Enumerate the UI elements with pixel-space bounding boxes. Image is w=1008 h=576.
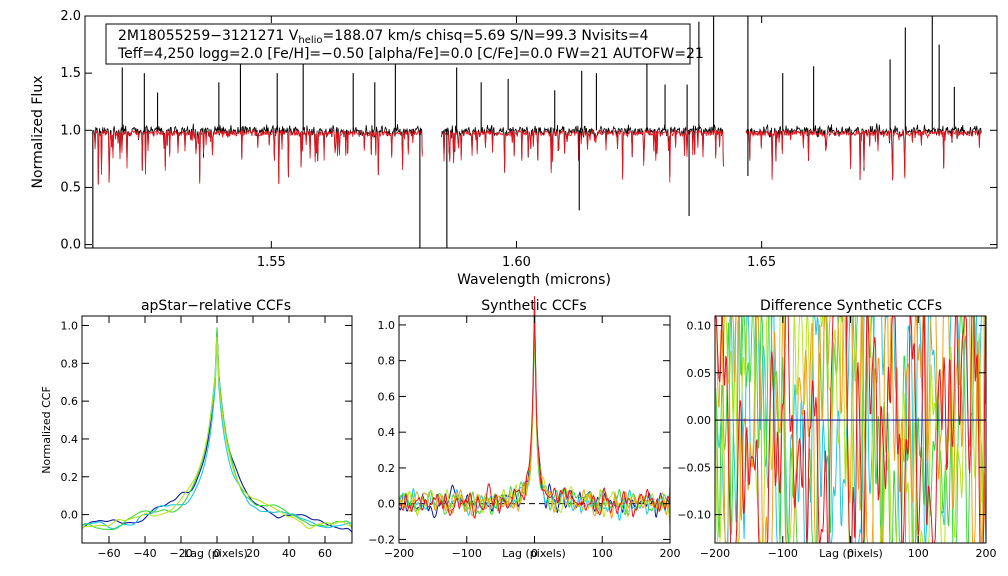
synthetic-ccf-x-tick-label: 0 (531, 547, 538, 560)
spectrum-x-axis-title: Wavelength (microns) (457, 272, 611, 288)
synthetic-ccf-x-tick-label: 200 (660, 547, 681, 560)
apstar-ccf-panel: apStar−relative CCFs −60 −40 −20 0 20 40 60 0.0… (40, 298, 353, 560)
synthetic-ccf-x-tick-label: 100 (592, 547, 613, 560)
apstar-ccf-x-axis-title: Lag (pixels) (184, 547, 248, 560)
synthetic-ccf-visit-6-line (398, 296, 671, 519)
difference-ccf-x-tick-label: 0 (847, 547, 854, 560)
synthetic-ccf-y-tick-label: 1.0 (378, 319, 396, 332)
spectrum-x-tick-label: 1.60 (502, 255, 531, 270)
apstar-ccf-visit-2-line (81, 338, 353, 530)
apstar-ccf-x-tick-label: 60 (318, 547, 332, 560)
spectrum-x-tick-label: 1.55 (257, 255, 286, 270)
apstar-ccf-y-tick-label: 0.0 (61, 509, 79, 522)
spectrum-y-tick-label: 0.5 (60, 180, 81, 195)
apstar-ccf-y-tick-label: 0.8 (61, 357, 79, 370)
apstar-ccf-x-tick-label: 20 (246, 547, 260, 560)
synthetic-ccf-x-tick-label: −100 (452, 547, 482, 560)
spectrum-x-tick-label: 1.65 (747, 255, 776, 270)
spectrum-model-line (93, 129, 423, 185)
spectrum-y-axis-title: Normalized Flux (30, 76, 46, 189)
spectrum-y-tick-label: 0.0 (60, 238, 81, 253)
difference-ccf-x-axis-title: Lag (pixels) (819, 547, 883, 560)
synthetic-ccf-y-tick-label: 0.0 (378, 498, 396, 511)
apstar-ccf-title: apStar−relative CCFs (141, 298, 291, 314)
difference-ccf-y-tick-label: 0.05 (687, 367, 712, 380)
synthetic-ccf-visit-4-line (398, 308, 671, 525)
difference-ccf-x-tick-label: −100 (768, 547, 798, 560)
spectrum-observed-line (441, 124, 724, 177)
difference-ccf-y-tick-label: −0.10 (677, 509, 711, 522)
info-line-1-prefix: 2M18055259−3121271 V (118, 28, 299, 44)
spectrum-frame (84, 15, 998, 249)
difference-ccf-title: Difference Synthetic CCFs (760, 298, 942, 314)
synthetic-ccf-y-tick-label: 0.8 (378, 355, 396, 368)
synthetic-ccf-visit-5-line (398, 300, 671, 520)
spectrum-y-tick-label: 1.5 (60, 66, 81, 81)
info-line-1: 2M18055259−3121271 Vhelio=188.07 km/s ch… (118, 28, 649, 46)
spectrum-y-tick-label: 2.0 (60, 9, 81, 24)
spectrum-ticks: 1.55 1.60 1.65 0.0 0.5 1.0 1.5 2.0 (60, 9, 997, 270)
spectrum-y-tick-label: 1.0 (60, 123, 81, 138)
spectrum-model-line (441, 129, 724, 183)
apstar-ccf-y-axis-title: Normalized CCF (40, 386, 53, 474)
info-line-1-subscript: helio (298, 35, 322, 46)
difference-ccf-ticks: −200 −100 0 100 200 −0.10 −0.05 0.00 0.05 0.10 (677, 316, 997, 560)
apstar-ccf-y-tick-label: 1.0 (61, 319, 79, 332)
apstar-ccf-x-tick-label: −60 (97, 547, 120, 560)
difference-ccf-visit-4-line (714, 314, 987, 545)
info-line-1-suffix: =188.07 km/s chisq=5.69 S/N=99.3 Nvisits… (323, 28, 649, 44)
difference-ccf-x-tick-label: −200 (700, 547, 730, 560)
apstar-ccf-ticks: −60 −40 −20 0 20 40 60 0.0 0.2 0.4 0.6 0.8 1.0 (61, 316, 352, 560)
synthetic-ccf-ticks: −200 −100 0 100 200 −0.2 0.0 0.2 0.4 0.6 0.8 1.0 (368, 316, 681, 560)
synthetic-ccf-y-tick-label: 0.4 (378, 426, 396, 439)
synthetic-ccf-y-tick-label: 0.2 (378, 462, 396, 475)
synthetic-ccf-y-tick-label: 0.6 (378, 390, 396, 403)
apstar-ccf-visit-4-line (81, 336, 353, 529)
apstar-ccf-visit-1-line (81, 331, 353, 533)
difference-ccf-lines (714, 314, 987, 545)
spectrum-panel: 1.55 1.60 1.65 0.0 0.5 1.0 1.5 2.0 2M18055259−3… (30, 9, 998, 288)
apstar-ccf-x-tick-label: −40 (133, 547, 156, 560)
apstar-ccf-lines (81, 327, 353, 533)
info-line-2: Teff=4,250 logg=2.0 [Fe/H]=−0.50 [alpha/… (117, 46, 704, 62)
difference-ccf-y-tick-label: 0.00 (687, 414, 712, 427)
apstar-ccf-x-tick-label: −20 (169, 547, 192, 560)
apstar-ccf-x-tick-label: 40 (282, 547, 296, 560)
spectrum-model-line (745, 129, 982, 181)
spectrum-lines (92, 16, 982, 248)
synthetic-ccf-y-tick-label: −0.2 (368, 533, 395, 546)
synthetic-ccf-x-tick-label: −200 (384, 547, 414, 560)
difference-ccf-panel: Difference Synthetic CCFs −200 −100 0 100 20… (677, 298, 996, 560)
apstar-ccf-x-tick-label: 0 (214, 547, 221, 560)
synthetic-ccf-x-axis-title: Lag (pixels) (502, 547, 566, 560)
difference-ccf-x-tick-label: 100 (908, 547, 929, 560)
info-box (105, 23, 691, 65)
apstar-ccf-visit-3-line (81, 327, 353, 531)
apstar-ccf-y-tick-label: 0.2 (61, 471, 79, 484)
synthetic-ccf-lines (398, 296, 671, 525)
difference-ccf-y-tick-label: −0.05 (677, 461, 711, 474)
difference-ccf-y-tick-label: 0.10 (687, 319, 712, 332)
apstar-ccf-y-tick-label: 0.6 (61, 395, 79, 408)
apstar-ccf-y-tick-label: 0.4 (61, 433, 79, 446)
synthetic-ccf-panel: Synthetic CCFs −200 −100 0 100 200−0.20.00.2… (368, 296, 681, 560)
difference-ccf-x-tick-label: 200 (976, 547, 997, 560)
